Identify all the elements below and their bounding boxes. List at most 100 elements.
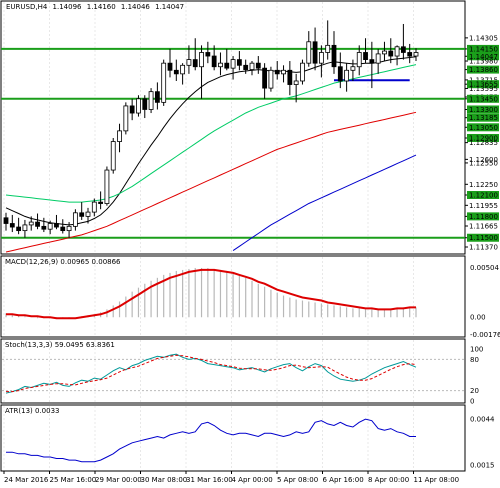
candle-body: [249, 62, 255, 70]
candle[interactable]: [224, 48, 230, 71]
moving-average-3: [232, 154, 417, 252]
stoch-tick-label: 20: [470, 387, 479, 395]
candle[interactable]: [205, 41, 211, 64]
candle[interactable]: [85, 207, 91, 224]
candle[interactable]: [129, 98, 135, 121]
candle[interactable]: [350, 59, 356, 81]
candle[interactable]: [104, 166, 110, 206]
candle[interactable]: [363, 38, 368, 64]
candle[interactable]: [218, 52, 223, 76]
candle[interactable]: [236, 51, 242, 71]
stoch-label: Stoch(13,3,3) 59.0495 63.8361: [5, 341, 115, 349]
candle[interactable]: [192, 38, 198, 71]
candle-body: [344, 69, 350, 82]
candle[interactable]: [22, 219, 28, 238]
time-tick-label: 5 Apr 08:00: [277, 476, 318, 484]
price-label-bg: [467, 80, 499, 89]
candle[interactable]: [407, 43, 413, 64]
candle[interactable]: [136, 95, 141, 117]
candle[interactable]: [28, 216, 34, 231]
price-panel[interactable]: [0, 0, 466, 255]
candle[interactable]: [9, 214, 15, 233]
candle[interactable]: [369, 41, 375, 89]
candle-body: [85, 211, 91, 217]
candle[interactable]: [148, 88, 154, 114]
candle[interactable]: [3, 212, 9, 231]
candle[interactable]: [382, 41, 387, 62]
candle[interactable]: [318, 45, 324, 78]
candle[interactable]: [123, 102, 129, 135]
candle[interactable]: [211, 45, 217, 71]
price-label-bg: [467, 94, 499, 103]
candle[interactable]: [79, 202, 85, 220]
candle[interactable]: [167, 48, 173, 78]
candle[interactable]: [344, 63, 350, 92]
macd-tick-label: -0.001765: [470, 331, 500, 339]
candle[interactable]: [72, 209, 78, 231]
candle[interactable]: [331, 31, 337, 74]
candle[interactable]: [394, 45, 400, 66]
candle[interactable]: [413, 48, 419, 62]
macd-tick-label: 0.00504: [470, 264, 499, 272]
candle-body: [274, 69, 280, 75]
candle[interactable]: [66, 222, 72, 238]
atr-line: [6, 418, 416, 463]
stoch-panel[interactable]: [0, 338, 466, 404]
candle[interactable]: [41, 217, 47, 233]
candle[interactable]: [312, 27, 318, 71]
candle[interactable]: [142, 95, 148, 119]
candle-body: [28, 221, 34, 226]
candle[interactable]: [230, 56, 236, 80]
candle[interactable]: [110, 137, 116, 174]
candle-body: [281, 69, 286, 75]
atr-tick-label: 0.0015: [470, 461, 495, 469]
candle[interactable]: [98, 191, 104, 210]
candle[interactable]: [255, 56, 261, 74]
candle[interactable]: [249, 61, 255, 76]
candle[interactable]: [180, 63, 186, 85]
candle[interactable]: [91, 198, 97, 217]
price-tick-label: 1.12835: [469, 139, 498, 147]
candle[interactable]: [35, 213, 40, 230]
candle[interactable]: [287, 61, 293, 96]
candle[interactable]: [243, 59, 249, 74]
candle[interactable]: [54, 214, 59, 230]
candle[interactable]: [306, 31, 312, 67]
candle[interactable]: [400, 23, 406, 60]
candle[interactable]: [325, 20, 331, 60]
ohlc-open: 1.14096: [53, 3, 82, 11]
candle-body: [104, 169, 110, 204]
stoch-signal-line: [6, 354, 417, 393]
price-tick-label: 1.13860: [469, 66, 498, 74]
candle[interactable]: [161, 59, 167, 106]
candle[interactable]: [199, 45, 204, 99]
candle[interactable]: [173, 59, 179, 81]
price-label-bg: [467, 65, 499, 74]
candle[interactable]: [274, 61, 280, 80]
candle-body: [230, 59, 236, 69]
candle[interactable]: [281, 65, 286, 83]
candle-body: [47, 223, 53, 230]
price-tick-label: 1.11665: [469, 222, 498, 230]
candle[interactable]: [16, 217, 22, 235]
candle-body: [117, 130, 122, 142]
candle[interactable]: [300, 59, 305, 85]
candle[interactable]: [262, 63, 268, 99]
candle[interactable]: [47, 220, 53, 235]
macd-tick-label: 0.00: [470, 314, 486, 322]
candle[interactable]: [186, 45, 192, 74]
candle[interactable]: [356, 45, 362, 76]
candle[interactable]: [117, 123, 122, 153]
candle[interactable]: [375, 48, 381, 74]
candle-body: [167, 62, 173, 71]
candle[interactable]: [268, 66, 274, 92]
candle[interactable]: [337, 52, 343, 89]
candle[interactable]: [293, 73, 299, 103]
atr-panel[interactable]: [0, 404, 466, 472]
candle[interactable]: [154, 82, 160, 110]
candle[interactable]: [388, 38, 394, 64]
price-tick-label: 1.12900: [469, 134, 498, 142]
candle-body: [331, 44, 337, 68]
candle[interactable]: [60, 219, 66, 234]
time-tick-label: 6 Apr 16:00: [323, 476, 364, 484]
